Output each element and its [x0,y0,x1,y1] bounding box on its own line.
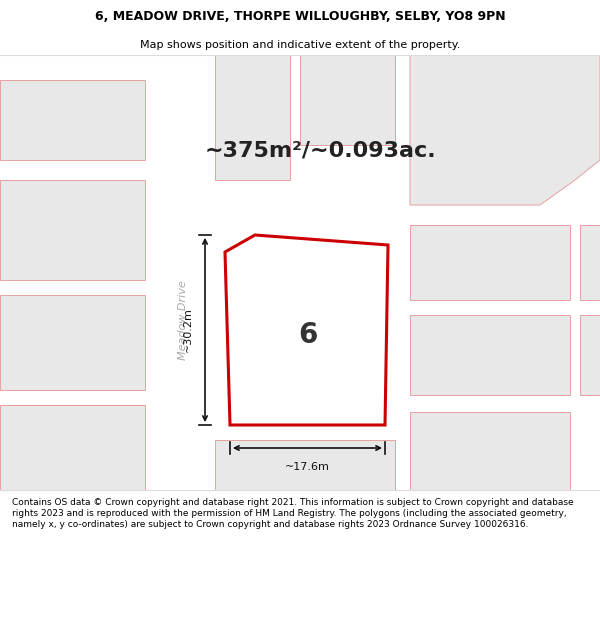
Polygon shape [580,315,600,395]
Text: ~30.2m: ~30.2m [183,308,193,352]
Polygon shape [300,55,395,145]
Text: Meadow: Meadow [287,245,333,255]
Text: 6: 6 [298,321,317,349]
Polygon shape [0,80,145,160]
Polygon shape [580,225,600,300]
Text: 6, MEADOW DRIVE, THORPE WILLOUGHBY, SELBY, YO8 9PN: 6, MEADOW DRIVE, THORPE WILLOUGHBY, SELB… [95,10,505,23]
Polygon shape [0,295,145,390]
Polygon shape [225,235,388,425]
Polygon shape [410,225,570,300]
Polygon shape [215,55,290,180]
Polygon shape [410,412,570,490]
Polygon shape [410,55,600,205]
Polygon shape [410,315,570,395]
Bar [0,230,600,268]
Text: ~17.6m: ~17.6m [285,462,330,472]
Ellipse shape [490,180,570,240]
Polygon shape [155,55,215,490]
Text: Meadow Drive: Meadow Drive [178,280,188,360]
Polygon shape [0,405,145,490]
Text: Map shows position and indicative extent of the property.: Map shows position and indicative extent… [140,40,460,50]
Text: ~375m²/~0.093ac.: ~375m²/~0.093ac. [204,140,436,160]
Polygon shape [0,180,145,280]
Polygon shape [215,440,395,490]
Text: Contains OS data © Crown copyright and database right 2021. This information is : Contains OS data © Crown copyright and d… [12,498,574,529]
